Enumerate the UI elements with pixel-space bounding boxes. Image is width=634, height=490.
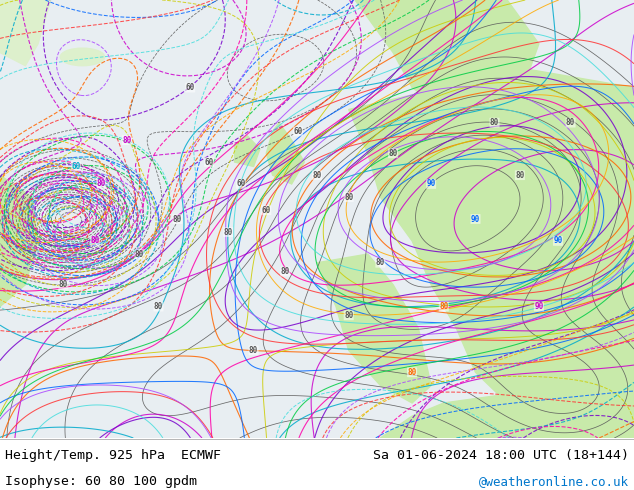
Text: 60: 60	[294, 127, 302, 136]
Text: 80: 80	[97, 179, 106, 189]
Text: 80: 80	[281, 267, 290, 276]
Text: 80: 80	[344, 193, 353, 201]
Text: 80: 80	[122, 136, 131, 145]
Text: 80: 80	[59, 280, 68, 289]
Text: 80: 80	[313, 171, 321, 180]
Text: 90: 90	[534, 302, 543, 311]
Text: 80: 80	[91, 236, 100, 245]
Text: 60: 60	[205, 158, 214, 167]
Text: 80: 80	[389, 149, 398, 158]
Polygon shape	[266, 122, 304, 184]
Text: 60: 60	[262, 206, 271, 215]
Text: 80: 80	[376, 258, 385, 268]
Text: 90: 90	[471, 215, 480, 223]
Text: 80: 80	[566, 118, 575, 127]
Text: 80: 80	[439, 302, 448, 311]
Polygon shape	[0, 0, 51, 66]
Text: 90: 90	[553, 236, 562, 245]
Text: 80: 80	[515, 171, 524, 180]
Text: 80: 80	[173, 215, 182, 223]
Text: 60: 60	[236, 179, 245, 189]
Polygon shape	[317, 254, 431, 403]
Text: 90: 90	[427, 179, 436, 189]
Text: 60: 60	[186, 83, 195, 92]
Text: 80: 80	[408, 368, 417, 377]
Text: 80: 80	[344, 311, 353, 320]
Polygon shape	[235, 136, 260, 167]
Text: 80: 80	[224, 228, 233, 237]
Text: 80: 80	[135, 249, 144, 259]
Ellipse shape	[60, 48, 105, 66]
Polygon shape	[380, 394, 634, 438]
Text: 80: 80	[154, 302, 163, 311]
Polygon shape	[349, 66, 634, 438]
Text: Sa 01-06-2024 18:00 UTC (18+144): Sa 01-06-2024 18:00 UTC (18+144)	[373, 449, 629, 463]
Polygon shape	[355, 0, 539, 122]
Text: 80: 80	[490, 118, 499, 127]
Text: 80: 80	[249, 346, 258, 355]
Text: @weatheronline.co.uk: @weatheronline.co.uk	[479, 475, 629, 489]
Polygon shape	[0, 175, 38, 307]
Text: 60: 60	[72, 162, 81, 171]
Text: Isophyse: 60 80 100 gpdm: Isophyse: 60 80 100 gpdm	[5, 475, 197, 489]
Text: Height/Temp. 925 hPa  ECMWF: Height/Temp. 925 hPa ECMWF	[5, 449, 221, 463]
